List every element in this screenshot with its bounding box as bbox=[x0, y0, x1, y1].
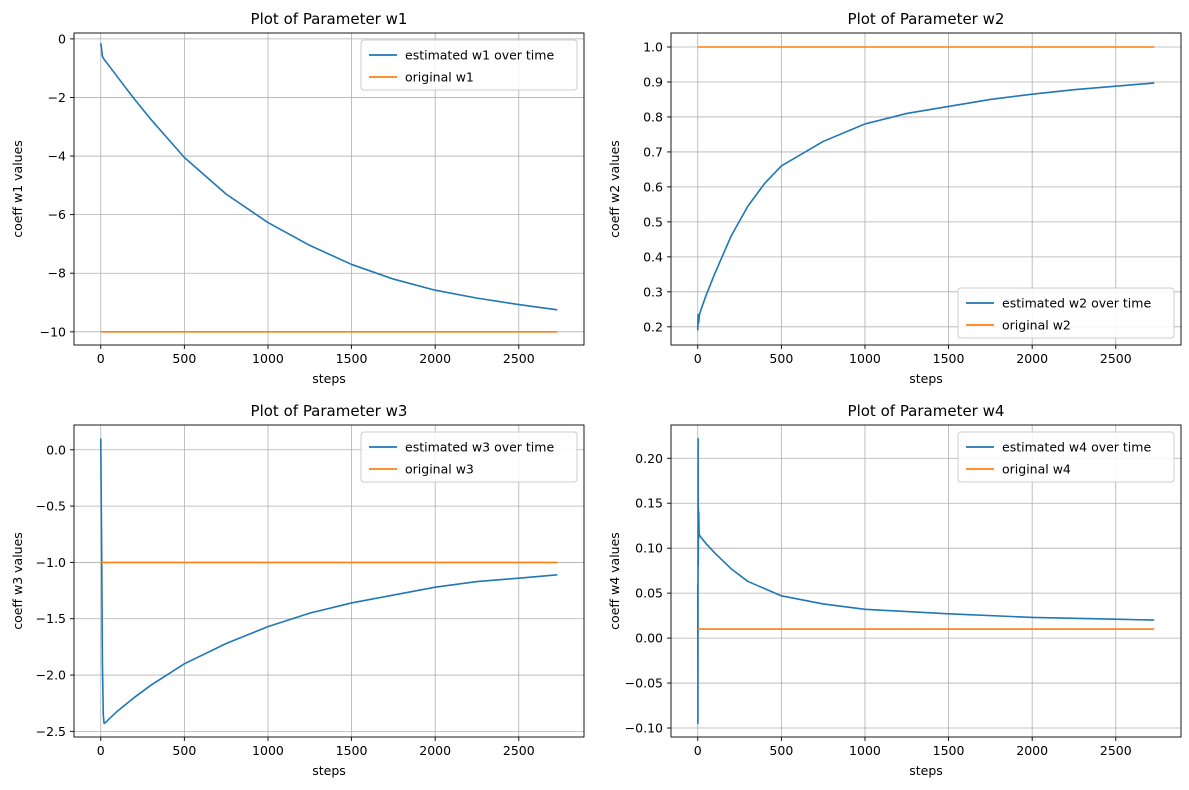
legend-label: original w1 bbox=[405, 70, 474, 85]
x-axis-label: steps bbox=[312, 763, 346, 778]
axes-frame bbox=[670, 32, 1182, 346]
subplot-1: 0 500 1000 1500 2000 2500 −10 −8 −6 −4 −2 0 Plot of … bbox=[10, 10, 585, 386]
x-tick-label: 0 bbox=[97, 743, 105, 758]
series-line-estimated bbox=[696, 82, 1155, 331]
series-line-estimated bbox=[696, 437, 1155, 725]
x-tick-label: 2500 bbox=[1100, 351, 1132, 366]
legend: estimated w3 over time original w3 bbox=[360, 431, 578, 483]
legend-label: estimated w4 over time bbox=[1002, 440, 1151, 455]
series-line-estimated bbox=[99, 438, 558, 725]
chart-title: Plot of Parameter w2 bbox=[848, 10, 1005, 28]
legend-label: original w2 bbox=[1002, 318, 1071, 333]
y-tick-label: −0.10 bbox=[625, 721, 663, 736]
legend-frame bbox=[957, 287, 1175, 339]
y-tick-label: −8 bbox=[48, 266, 66, 281]
y-tick-label: 0.8 bbox=[643, 109, 663, 124]
x-tick-label: 0 bbox=[694, 351, 702, 366]
x-tick-label: 500 bbox=[769, 351, 793, 366]
legend: estimated w1 over time original w1 bbox=[360, 39, 578, 91]
x-tick-label: 0 bbox=[694, 743, 702, 758]
subplot-2: 0 500 1000 1500 2000 2500 0.2 0.3 0.4 0.5 0.6 0.7 0.… bbox=[607, 10, 1182, 386]
y-tick-label: −0.05 bbox=[625, 676, 663, 691]
x-tick-label: 0 bbox=[97, 351, 105, 366]
y-tick-label: −4 bbox=[48, 149, 66, 164]
x-tick-label: 500 bbox=[172, 743, 196, 758]
y-axis-label: coeff w3 values bbox=[10, 532, 25, 630]
y-tick-label: −1.5 bbox=[36, 611, 66, 626]
y-tick-label: 0.00 bbox=[635, 631, 663, 646]
chart-title: Plot of Parameter w1 bbox=[251, 10, 408, 28]
y-tick-label: −0.5 bbox=[36, 499, 66, 514]
y-tick-label: 0.15 bbox=[635, 496, 663, 511]
y-tick-label: −10 bbox=[40, 324, 66, 339]
y-tick-label: 0.3 bbox=[643, 284, 663, 299]
y-axis-label: coeff w4 values bbox=[607, 532, 622, 630]
x-tick-label: 500 bbox=[769, 743, 793, 758]
y-tick-label: 1.0 bbox=[643, 39, 663, 54]
legend-frame bbox=[360, 431, 578, 483]
chart-title: Plot of Parameter w3 bbox=[251, 402, 408, 420]
axes-frame bbox=[670, 424, 1182, 738]
y-tick-label: −6 bbox=[48, 207, 66, 222]
y-tick-label: −2 bbox=[48, 90, 66, 105]
x-tick-label: 2000 bbox=[419, 743, 451, 758]
x-axis-label: steps bbox=[909, 371, 943, 386]
x-axis-label: steps bbox=[909, 763, 943, 778]
axes-frame bbox=[73, 32, 585, 346]
y-tick-label: 0.6 bbox=[643, 179, 663, 194]
x-tick-label: 2000 bbox=[419, 351, 451, 366]
x-tick-label: 1500 bbox=[336, 743, 368, 758]
y-tick-label: 0.9 bbox=[643, 74, 663, 89]
y-tick-label: 0.20 bbox=[635, 451, 663, 466]
y-tick-label: 0 bbox=[58, 31, 66, 46]
x-tick-label: 1500 bbox=[933, 743, 965, 758]
series-line-estimated bbox=[99, 43, 558, 311]
x-tick-label: 2000 bbox=[1016, 743, 1048, 758]
y-tick-label: 0.10 bbox=[635, 541, 663, 556]
y-tick-label: −2.0 bbox=[36, 668, 66, 683]
chart-title: Plot of Parameter w4 bbox=[848, 402, 1005, 420]
legend-label: estimated w3 over time bbox=[405, 440, 554, 455]
legend-label: original w4 bbox=[1002, 462, 1071, 477]
y-tick-label: −1.0 bbox=[36, 555, 66, 570]
y-tick-label: 0.2 bbox=[643, 319, 663, 334]
x-tick-label: 1000 bbox=[252, 351, 284, 366]
y-tick-label: 0.4 bbox=[643, 249, 663, 264]
y-tick-label: 0.0 bbox=[46, 442, 66, 457]
subplot-3: 0 500 1000 1500 2000 2500 −2.5 −2.0 −1.5 −1.0 −0.5… bbox=[10, 402, 585, 778]
y-tick-label: 0.5 bbox=[643, 214, 663, 229]
y-tick-label: −2.5 bbox=[36, 724, 66, 739]
x-tick-label: 2500 bbox=[503, 351, 535, 366]
y-tick-label: 0.05 bbox=[635, 586, 663, 601]
x-tick-label: 1500 bbox=[336, 351, 368, 366]
x-tick-label: 1000 bbox=[849, 351, 881, 366]
x-tick-label: 500 bbox=[172, 351, 196, 366]
x-tick-label: 1000 bbox=[849, 743, 881, 758]
x-tick-label: 2500 bbox=[1100, 743, 1132, 758]
x-tick-label: 2500 bbox=[503, 743, 535, 758]
x-tick-label: 1000 bbox=[252, 743, 284, 758]
legend-frame bbox=[360, 39, 578, 91]
axes-frame bbox=[73, 424, 585, 738]
y-axis-label: coeff w1 values bbox=[10, 140, 25, 238]
x-axis-label: steps bbox=[312, 371, 346, 386]
legend-label: estimated w1 over time bbox=[405, 48, 554, 63]
y-axis-label: coeff w2 values bbox=[607, 140, 622, 238]
y-tick-label: 0.7 bbox=[643, 144, 663, 159]
x-tick-label: 1500 bbox=[933, 351, 965, 366]
legend: estimated w2 over time original w2 bbox=[957, 287, 1175, 339]
legend-frame bbox=[957, 431, 1175, 483]
legend: estimated w4 over time original w4 bbox=[957, 431, 1175, 483]
legend-label: estimated w2 over time bbox=[1002, 296, 1151, 311]
subplot-4: 0 500 1000 1500 2000 2500 −0.10 −0.05 0.00 0.05 0.… bbox=[607, 402, 1182, 778]
x-tick-label: 2000 bbox=[1016, 351, 1048, 366]
legend-label: original w3 bbox=[405, 462, 474, 477]
